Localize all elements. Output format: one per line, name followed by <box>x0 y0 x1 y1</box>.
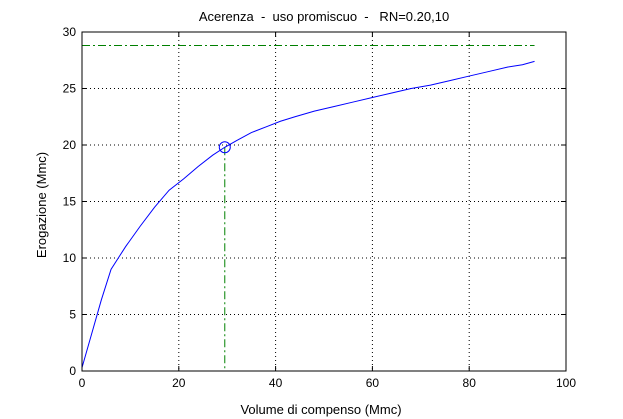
series-group <box>81 60 535 368</box>
chart-title: Acerenza - uso promiscuo - RN=0.20,10 <box>199 9 449 24</box>
y-tick-label: 5 <box>69 308 76 322</box>
x-tick-label: 100 <box>556 376 576 390</box>
x-tick-label: 20 <box>172 376 186 390</box>
y-tick-label: 25 <box>63 82 77 96</box>
x-tick-label: 60 <box>366 376 380 390</box>
series-line <box>81 60 535 368</box>
grid <box>82 32 566 371</box>
y-tick-label: 15 <box>63 195 77 209</box>
y-tick-label: 20 <box>63 138 77 152</box>
reference-lines <box>82 45 535 371</box>
y-axis-label: Erogazione (Mmc) <box>34 152 49 258</box>
tick-labels: 0 20 40 60 80 100 0 5 10 15 20 25 30 <box>63 25 577 390</box>
marker-group <box>218 141 231 154</box>
x-tick-label: 80 <box>463 376 477 390</box>
x-tick-label: 40 <box>269 376 283 390</box>
ticks <box>81 31 567 372</box>
y-tick-label: 10 <box>63 251 77 265</box>
x-axis-label: Volume di compenso (Mmc) <box>240 402 401 417</box>
y-tick-label: 0 <box>69 364 76 378</box>
y-tick-label: 30 <box>63 25 77 39</box>
x-tick-label: 0 <box>79 376 86 390</box>
operating-point-marker <box>218 141 231 154</box>
